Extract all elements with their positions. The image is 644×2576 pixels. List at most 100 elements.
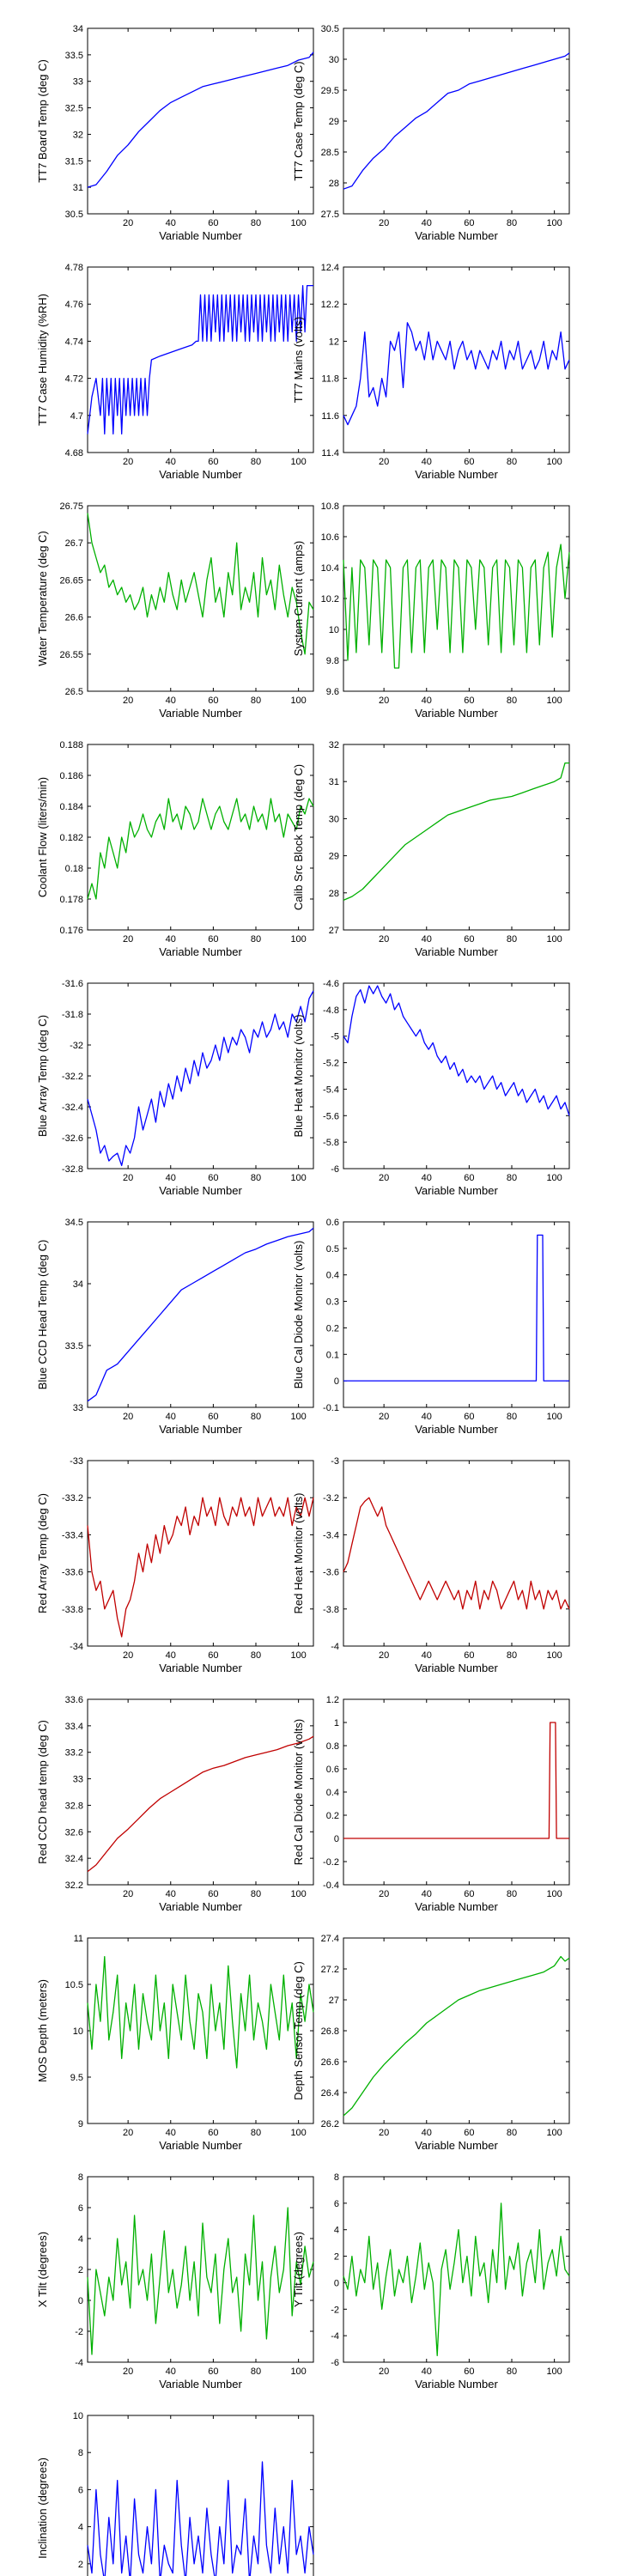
y-tick-label: 0.5 — [326, 1244, 339, 1255]
x-tick-label: 80 — [507, 1173, 517, 1183]
y-tick-label: -31.8 — [62, 1010, 83, 1020]
plot-area — [343, 744, 570, 931]
x-tick-label: 40 — [422, 696, 432, 706]
x-tick-label: 40 — [166, 696, 176, 706]
chart-13: 20 40 60 80 100 -34 -33.8 -33.6 -33.4 -33.2 -33 Var… — [36, 1456, 314, 1674]
y-tick-label: -5.6 — [323, 1111, 339, 1121]
x-tick-label: 100 — [546, 1412, 562, 1422]
x-axis-label: Variable Number — [159, 1662, 242, 1674]
x-tick-label: 20 — [379, 457, 389, 467]
plot-area — [343, 27, 570, 215]
y-axis-label: Blue Cal Diode Monitor (volts) — [292, 1241, 305, 1389]
x-tick-label: 40 — [422, 1173, 432, 1183]
y-tick-label: 0 — [334, 2278, 339, 2288]
y-tick-label: -5.4 — [323, 1084, 339, 1095]
chart-1: 20 40 60 80 100 30.5 31 31.5 32 32.5 33 33.5 34 Varia… — [36, 24, 314, 242]
y-tick-label: 10 — [73, 2411, 83, 2421]
chart-20: 20 40 60 80 100 -6 -4 -2 0 2 4 6 8 Variable Number Y T… — [292, 2172, 570, 2391]
y-tick-label: -32 — [70, 1041, 83, 1051]
y-tick-label: -6 — [331, 2358, 339, 2368]
x-axis-label: Variable Number — [159, 468, 242, 481]
x-tick-label: 100 — [290, 457, 306, 467]
y-tick-label: 33 — [73, 1775, 83, 1785]
y-tick-label: 9.8 — [326, 656, 339, 666]
x-tick-label: 60 — [464, 1412, 474, 1422]
x-tick-label: 40 — [422, 2128, 432, 2138]
y-tick-label: -33.6 — [62, 1568, 83, 1578]
y-tick-label: 0.182 — [59, 833, 83, 843]
y-tick-label: 0.6 — [326, 1218, 339, 1228]
y-tick-label: -3.6 — [323, 1568, 339, 1578]
y-tick-label: 33.6 — [65, 1695, 83, 1705]
series-line — [87, 798, 314, 900]
x-axis-label: Variable Number — [415, 1900, 498, 1913]
y-tick-label: 10.2 — [321, 594, 339, 605]
x-tick-label: 40 — [422, 1650, 432, 1661]
y-tick-label: 30 — [329, 55, 339, 65]
x-tick-label: 40 — [166, 457, 176, 467]
y-tick-label: 9 — [78, 2119, 83, 2129]
x-tick-label: 20 — [123, 1173, 133, 1183]
y-tick-label: -2 — [331, 2305, 339, 2315]
y-axis-label: Red Heat Monitor (volts) — [292, 1493, 305, 1614]
x-tick-label: 100 — [546, 1889, 562, 1899]
x-tick-label: 20 — [123, 457, 133, 467]
y-axis-label: X Tilt (degrees) — [36, 2232, 49, 2307]
x-axis-label: Variable Number — [415, 1184, 498, 1197]
x-tick-label: 80 — [251, 1412, 261, 1422]
y-tick-label: 26.2 — [321, 2119, 339, 2129]
x-tick-label: 60 — [464, 2128, 474, 2138]
x-tick-label: 20 — [379, 934, 389, 945]
y-tick-label: 8 — [78, 2448, 83, 2458]
y-tick-label: 0.2 — [326, 1811, 339, 1821]
x-tick-label: 80 — [507, 2366, 517, 2377]
y-tick-label: 0.4 — [326, 1271, 339, 1281]
y-tick-label: 8 — [78, 2172, 83, 2183]
y-axis-label: Depth Sensor Temp (deg C) — [292, 1961, 305, 2100]
series-line — [87, 2207, 314, 2355]
x-tick-label: 80 — [507, 1412, 517, 1422]
series-line — [343, 2202, 570, 2356]
y-tick-label: 4 — [78, 2234, 83, 2245]
y-tick-label: -31.6 — [62, 979, 83, 989]
y-tick-label: -0.4 — [323, 1880, 339, 1891]
plot-area — [87, 1698, 314, 1886]
chart-10: 20 40 60 80 100 -6 -5.8 -5.6 -5.4 -5.2 -5 -4.8 -4.6 V… — [292, 979, 570, 1197]
y-tick-label: 0.2 — [326, 1323, 339, 1334]
y-tick-label: 27.4 — [321, 1934, 339, 1944]
y-tick-label: 32 — [329, 740, 339, 750]
x-tick-label: 80 — [251, 1889, 261, 1899]
x-tick-label: 40 — [422, 457, 432, 467]
y-tick-label: 0 — [334, 1376, 339, 1387]
series-line — [87, 1227, 314, 1402]
y-tick-label: 6 — [78, 2203, 83, 2214]
y-tick-label: 26.65 — [59, 575, 83, 586]
y-tick-label: 11.8 — [321, 374, 339, 385]
y-tick-label: 33.2 — [65, 1748, 83, 1759]
x-tick-label: 20 — [123, 1650, 133, 1661]
x-tick-label: 60 — [208, 218, 218, 228]
y-tick-label: 26.6 — [65, 613, 83, 623]
x-axis-label: Variable Number — [415, 2139, 498, 2152]
y-tick-label: 32.8 — [65, 1801, 83, 1811]
y-axis-label: Red CCD head temp (deg C) — [36, 1720, 49, 1864]
series-line — [343, 1722, 569, 1839]
x-tick-label: 40 — [166, 218, 176, 228]
y-tick-label: 4 — [78, 2523, 83, 2533]
chart-9: 20 40 60 80 100 -32.8 -32.6 -32.4 -32.2 -32 -31.8 -… — [36, 979, 314, 1197]
x-tick-label: 100 — [290, 2366, 306, 2377]
y-tick-label: 27 — [329, 1996, 339, 2006]
plot-area — [87, 744, 314, 931]
plot-area — [87, 1937, 314, 2124]
y-axis-label: Red Cal Diode Monitor (volts) — [292, 1719, 305, 1866]
x-tick-label: 60 — [208, 1173, 218, 1183]
x-tick-label: 60 — [464, 934, 474, 945]
y-tick-label: -32.8 — [62, 1164, 83, 1175]
x-tick-label: 60 — [464, 696, 474, 706]
y-axis-label: Inclination (degrees) — [36, 2458, 49, 2559]
x-tick-label: 20 — [379, 2128, 389, 2138]
y-tick-label: 26.4 — [321, 2088, 339, 2099]
x-tick-label: 40 — [166, 1412, 176, 1422]
y-tick-label: 4.68 — [65, 448, 83, 459]
x-tick-label: 80 — [507, 218, 517, 228]
